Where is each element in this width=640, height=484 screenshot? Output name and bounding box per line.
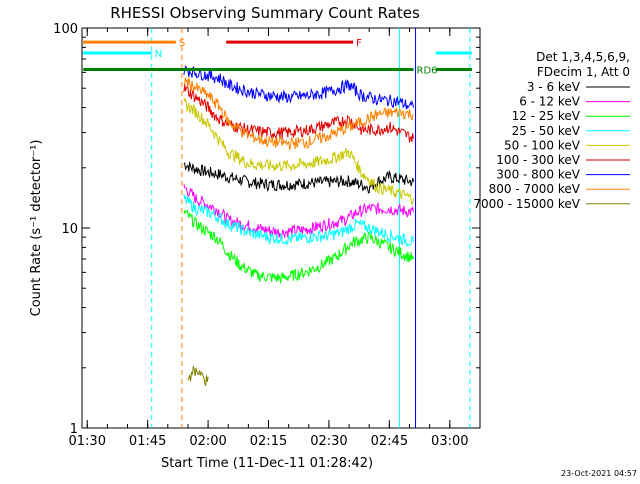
x-tick-label-6: 03:00 bbox=[431, 434, 468, 449]
series-line-5 bbox=[183, 84, 414, 143]
x-axis-label: Start Time (11-Dec-11 01:28:42) bbox=[161, 456, 373, 471]
plot-layer: 01:30 01:45 02:00 02:15 02:30 02:45 03:00 1 10 10… bbox=[53, 22, 481, 449]
y-tick-label-0: 1 bbox=[70, 422, 78, 437]
y-tick-label-2: 100 bbox=[53, 22, 78, 37]
chart-title: RHESSI Observing Summary Count Rates bbox=[110, 4, 420, 22]
x-tick-label-0: 01:30 bbox=[69, 434, 106, 449]
legend-header-line-2: FDecim 1, Att 0 bbox=[537, 65, 630, 79]
series-line-6 bbox=[183, 65, 414, 110]
series-line-4 bbox=[183, 97, 414, 206]
legend-label-7: 800 - 7000 keV bbox=[489, 182, 581, 196]
legend-label-5: 100 - 300 keV bbox=[496, 153, 580, 167]
x-tick-label-4: 02:30 bbox=[310, 434, 347, 449]
x-tick-label-3: 02:15 bbox=[250, 434, 287, 449]
x-tick-label-5: 02:45 bbox=[371, 434, 408, 449]
annotation-label-0: S bbox=[179, 38, 185, 49]
series-line-2 bbox=[183, 209, 414, 284]
series-line-7 bbox=[183, 77, 414, 151]
y-tick-label-1: 10 bbox=[61, 222, 78, 237]
legend-label-8: 7000 - 15000 keV bbox=[473, 197, 580, 211]
series-line-0 bbox=[183, 161, 414, 194]
x-tick-label-2: 02:00 bbox=[189, 434, 226, 449]
annotation-label-2: F bbox=[356, 38, 362, 49]
legend-label-1: 6 - 12 keV bbox=[519, 95, 581, 109]
annotation-label-3: RD6 bbox=[417, 66, 438, 77]
series-line-8 bbox=[187, 366, 209, 388]
legend-label-0: 3 - 6 keV bbox=[527, 80, 581, 94]
legend-header-line-1: Det 1,3,4,5,6,9, bbox=[536, 50, 630, 64]
legend-label-4: 50 - 100 keV bbox=[504, 138, 581, 152]
series-line-1 bbox=[183, 184, 414, 239]
x-tick-label-1: 01:45 bbox=[129, 434, 166, 449]
series-line-3 bbox=[183, 193, 414, 247]
annotation-label-1: N bbox=[155, 49, 162, 60]
legend-label-2: 12 - 25 keV bbox=[512, 109, 581, 123]
y-axis-label: Count Rate (s⁻¹ detector⁻¹) bbox=[29, 140, 44, 317]
legend-label-6: 300 - 800 keV bbox=[496, 168, 580, 182]
timestamp: 23-Oct-2021 04:57 bbox=[561, 469, 637, 478]
legend-label-3: 25 - 50 keV bbox=[512, 124, 581, 138]
